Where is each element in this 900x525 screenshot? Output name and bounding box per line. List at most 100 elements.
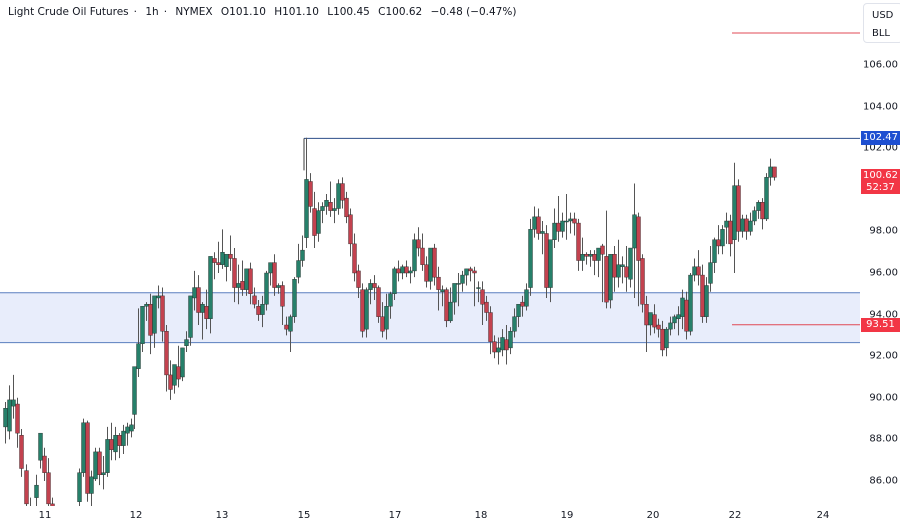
candle-down xyxy=(484,301,489,313)
candle-up xyxy=(400,266,405,274)
candle-up xyxy=(208,256,213,319)
candle-down xyxy=(15,403,20,434)
time-tick-label: 12 xyxy=(129,510,143,521)
price-axis[interactable]: 106.00104.00102.00100.0098.0096.0094.009… xyxy=(860,0,900,506)
candle-down xyxy=(252,295,257,305)
candle-up xyxy=(552,222,557,240)
candle-up xyxy=(476,287,481,289)
candle-up xyxy=(680,297,685,317)
candle-up xyxy=(224,254,229,267)
candle-up xyxy=(568,218,573,222)
interval-label[interactable]: 1h xyxy=(145,6,159,18)
candle-down xyxy=(312,208,317,236)
candle-up xyxy=(3,408,8,428)
candle-up xyxy=(132,366,137,415)
candle-down xyxy=(684,299,689,332)
candle-up xyxy=(220,251,225,265)
candle-up xyxy=(708,262,713,284)
candle-down xyxy=(396,268,401,274)
candle-down xyxy=(232,258,237,288)
candle-up xyxy=(756,202,761,211)
candle-up xyxy=(296,260,301,278)
candle-down xyxy=(652,314,657,328)
candle-up xyxy=(388,293,393,307)
candle-up xyxy=(364,289,369,330)
candle-down xyxy=(85,422,90,494)
candle-up xyxy=(93,451,98,480)
candle-up xyxy=(752,210,757,222)
candle-down xyxy=(360,289,365,332)
candle-up xyxy=(768,166,773,178)
last-price-value: 100.62 xyxy=(863,170,898,181)
candle-up xyxy=(664,328,669,349)
candle-down xyxy=(556,222,561,232)
candle-up xyxy=(564,220,569,223)
candle-down xyxy=(19,435,24,469)
chart-canvas[interactable] xyxy=(0,0,860,519)
candle-down xyxy=(196,287,201,313)
candle-down xyxy=(404,266,409,274)
candle-up xyxy=(129,424,134,432)
candle-up xyxy=(412,239,417,272)
candle-up xyxy=(392,268,397,294)
candle-up xyxy=(300,249,305,261)
candle-down xyxy=(716,239,721,247)
candle-up xyxy=(77,472,82,502)
candle-up xyxy=(440,289,445,292)
candle-up xyxy=(144,304,149,307)
candle-up xyxy=(764,177,769,220)
candle-up xyxy=(292,279,297,317)
candle-up xyxy=(548,239,553,288)
candle-down xyxy=(228,254,233,259)
exchange-label: NYMEX xyxy=(175,6,213,18)
candle-up xyxy=(448,301,453,322)
candle-down xyxy=(736,185,741,232)
candle-down xyxy=(520,301,525,307)
price-tick-label: 98.00 xyxy=(869,225,898,237)
candle-up xyxy=(724,220,729,228)
candle-up xyxy=(320,206,325,211)
low-value: L100.45 xyxy=(327,6,370,18)
time-axis[interactable]: 11 12 13 15 17 18 19 20 22 24 xyxy=(0,506,860,525)
unit-label: BLL xyxy=(872,28,891,39)
candle-down xyxy=(488,312,493,342)
close-value: C100.62 xyxy=(378,6,423,18)
candle-down xyxy=(97,451,102,475)
candle-up xyxy=(456,283,461,285)
candle-up xyxy=(140,306,145,344)
candle-up xyxy=(532,216,537,230)
candle-down xyxy=(760,202,765,220)
candle-down xyxy=(612,254,617,278)
candlestick-plot[interactable] xyxy=(0,0,860,519)
price-tick-label: 86.00 xyxy=(869,475,898,487)
candle-up xyxy=(428,247,433,282)
time-tick-label: 18 xyxy=(474,510,488,521)
candle-down xyxy=(272,262,277,288)
symbol-name[interactable]: Light Crude Oil Futures xyxy=(8,6,129,18)
candle-up xyxy=(188,295,193,338)
candle-up xyxy=(368,283,373,290)
candle-up xyxy=(200,304,205,313)
candle-down xyxy=(344,197,349,218)
resistance-price-badge: 102.47 xyxy=(861,131,900,145)
time-tick-label: 22 xyxy=(728,510,742,521)
candle-up xyxy=(528,229,533,288)
candle-down xyxy=(284,324,289,330)
candle-down xyxy=(352,243,357,274)
open-value: O101.10 xyxy=(220,6,266,18)
candle-up xyxy=(632,214,637,249)
candle-up xyxy=(648,312,653,326)
candle-up xyxy=(152,295,157,334)
price-tick-label: 88.00 xyxy=(869,433,898,445)
time-tick-label: 24 xyxy=(816,510,830,521)
bar-countdown: 52:37 xyxy=(866,182,895,193)
candle-down xyxy=(256,306,261,315)
candle-up xyxy=(692,266,697,276)
candle-down xyxy=(212,258,217,263)
high-value: H101.10 xyxy=(274,6,319,18)
candle-down xyxy=(576,222,581,261)
currency-unit-selector[interactable]: USD BLL xyxy=(863,3,900,43)
candle-down xyxy=(600,245,605,255)
candle-up xyxy=(136,343,141,369)
candle-down xyxy=(109,439,114,450)
